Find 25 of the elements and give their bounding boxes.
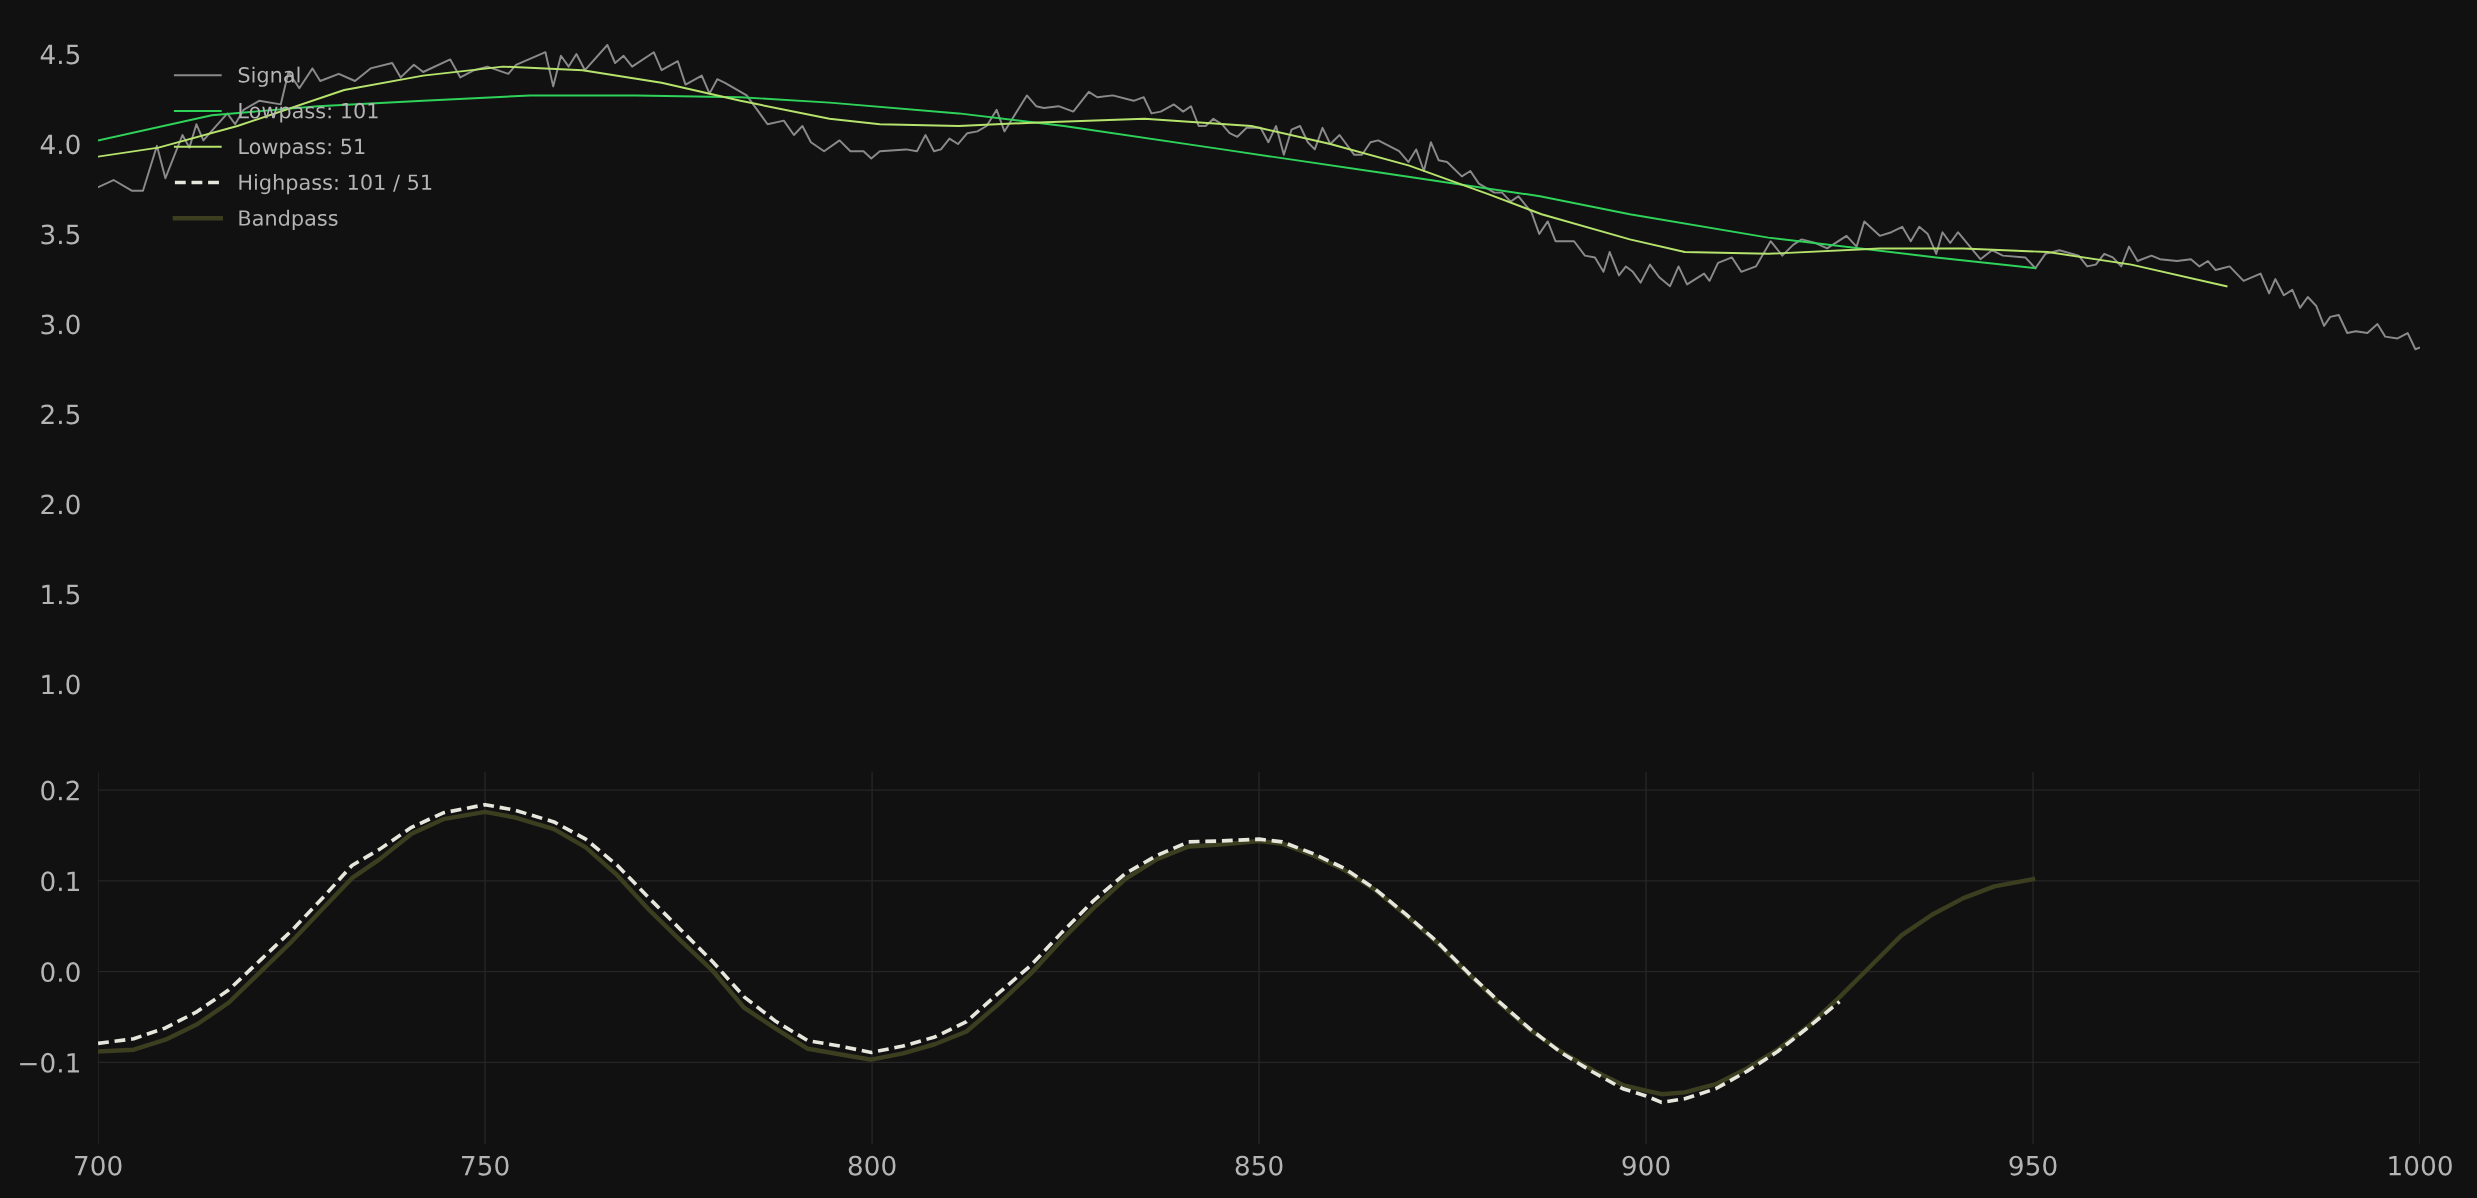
line-series <box>98 65 2228 288</box>
legend-label: Lowpass: 51 <box>239 138 365 159</box>
y-tick-label: 0.1 <box>41 871 79 892</box>
y-tick-label: 3.5 <box>41 224 80 245</box>
y-tick-label: 4.0 <box>40 134 80 155</box>
x-tick-label: 1000 <box>2389 1155 2452 1176</box>
x-tick-label: 900 <box>1622 1155 1670 1176</box>
y-tick-label: 1.0 <box>42 674 80 695</box>
x-tick-label: 800 <box>848 1155 896 1176</box>
line-series <box>98 44 2421 351</box>
y-tick-label: −0.1 <box>20 1052 79 1073</box>
x-tick-label: 750 <box>462 1155 509 1176</box>
y-tick-label: 2.0 <box>41 494 80 515</box>
y-tick-label: 1.5 <box>42 584 80 605</box>
line-series <box>98 94 2037 270</box>
y-tick-label: 4.5 <box>40 44 80 65</box>
y-tick-label: 0.2 <box>41 780 79 801</box>
x-tick-label: 700 <box>75 1155 122 1176</box>
legend-label: Highpass: 101 / 51 <box>239 174 432 195</box>
x-tick-label: 950 <box>2009 1155 2057 1176</box>
y-tick-label: 0.0 <box>41 962 80 983</box>
y-tick-label: 3.0 <box>41 314 80 335</box>
y-tick-label: 2.5 <box>41 404 80 425</box>
x-tick-label: 850 <box>1235 1155 1283 1176</box>
legend-label: Bandpass <box>239 209 338 230</box>
